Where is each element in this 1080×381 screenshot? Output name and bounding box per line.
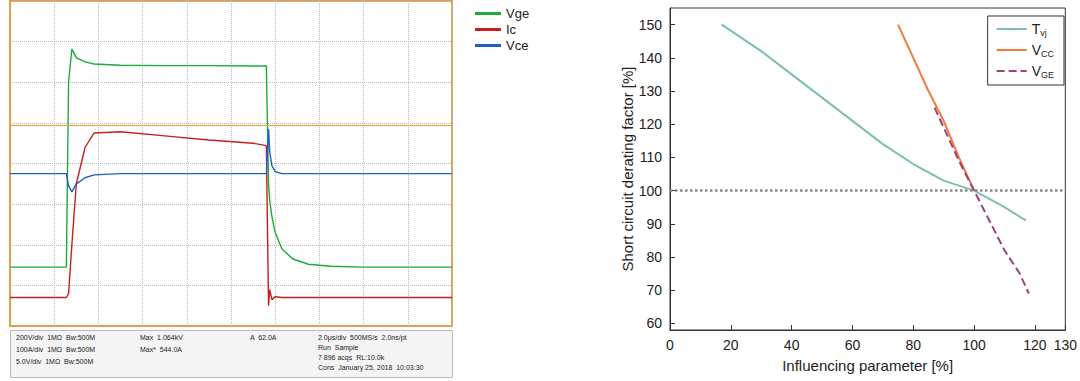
svg-text:140: 140 xyxy=(639,50,663,66)
svg-text:Max 1.064kV: Max 1.064kV xyxy=(140,334,183,341)
svg-text:60: 60 xyxy=(646,315,662,331)
svg-text:Run Sample: Run Sample xyxy=(318,344,359,352)
svg-text:7 896 acqs RL:10.0k: 7 896 acqs RL:10.0k xyxy=(318,354,385,362)
svg-text:200V/div 1MΩ Bw:500M: 200V/div 1MΩ Bw:500M xyxy=(16,334,95,341)
svg-text:70: 70 xyxy=(646,282,662,298)
svg-text:0: 0 xyxy=(666,337,674,353)
svg-text:A 62.0A: A 62.0A xyxy=(250,334,277,341)
svg-text:100A/div 1MΩ Bw:500M: 100A/div 1MΩ Bw:500M xyxy=(16,346,95,353)
svg-text:vj: vj xyxy=(1040,28,1047,38)
svg-text:120: 120 xyxy=(1023,337,1047,353)
svg-text:Influencing parameter [%]: Influencing parameter [%] xyxy=(782,357,953,374)
svg-text:V: V xyxy=(1031,63,1041,79)
svg-text:Vce: Vce xyxy=(506,38,528,53)
svg-text:60: 60 xyxy=(845,337,861,353)
svg-text:110: 110 xyxy=(640,149,663,165)
svg-text:100: 100 xyxy=(639,183,663,199)
svg-text:40: 40 xyxy=(784,337,800,353)
svg-text:Short circuit derating factor: Short circuit derating factor [%] xyxy=(619,66,636,271)
svg-text:150: 150 xyxy=(639,17,663,33)
svg-text:V: V xyxy=(1031,42,1041,58)
svg-text:80: 80 xyxy=(905,337,921,353)
svg-text:Ic: Ic xyxy=(506,22,517,37)
svg-text:130: 130 xyxy=(1054,337,1078,353)
svg-text:120: 120 xyxy=(639,116,663,132)
svg-text:90: 90 xyxy=(646,216,662,232)
svg-text:80: 80 xyxy=(646,249,662,265)
svg-text:130: 130 xyxy=(639,83,663,99)
svg-text:2.0μs/div 500MS/s 2.0ns/pt: 2.0μs/div 500MS/s 2.0ns/pt xyxy=(318,334,407,342)
svg-text:5.0V/div 1MΩ Bw:500M: 5.0V/div 1MΩ Bw:500M xyxy=(16,358,93,365)
svg-text:100: 100 xyxy=(962,337,986,353)
svg-text:Max* 544.0A: Max* 544.0A xyxy=(140,346,182,353)
svg-text:20: 20 xyxy=(723,337,739,353)
svg-text:Vge: Vge xyxy=(506,6,529,21)
svg-text:GE: GE xyxy=(1041,70,1054,80)
svg-text:CC: CC xyxy=(1041,49,1054,59)
svg-text:T: T xyxy=(1031,21,1041,37)
svg-text:Cons January 25, 2018 10:03:: Cons January 25, 2018 10:03:30 xyxy=(318,364,424,372)
